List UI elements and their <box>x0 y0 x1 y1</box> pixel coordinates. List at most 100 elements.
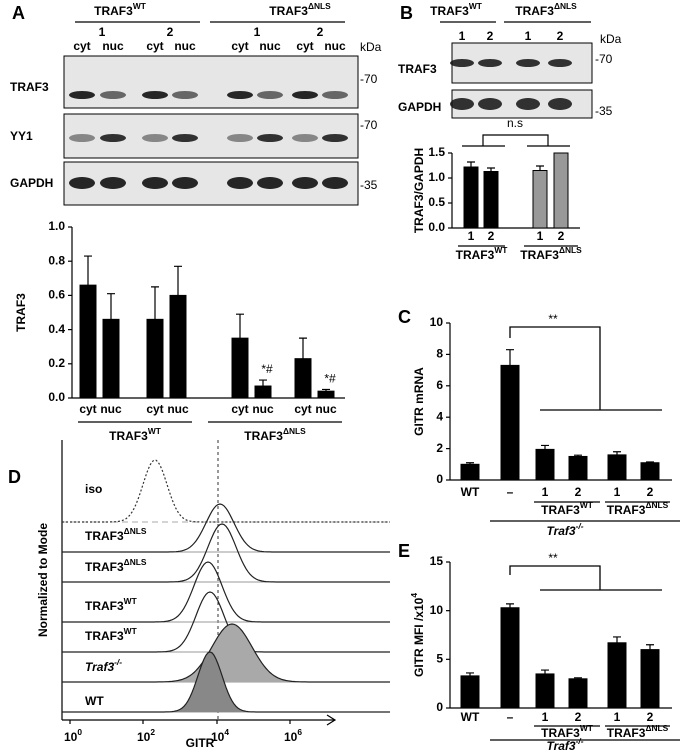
group-header-sup: ΔNLS <box>308 1 331 11</box>
band <box>69 177 95 189</box>
band <box>516 98 540 110</box>
group-label-text: TRAF3 <box>520 248 559 262</box>
y-tick-label: 0.0 <box>428 220 445 234</box>
lane-label: 2 <box>557 29 564 43</box>
y-tick-label: 8 <box>436 347 443 361</box>
band <box>257 134 283 142</box>
error-bar <box>259 379 267 387</box>
bar <box>102 318 120 399</box>
bar <box>317 390 335 399</box>
error-bar <box>506 349 514 366</box>
group-header-text: TRAF3 <box>269 4 308 18</box>
histogram-trace <box>62 651 390 713</box>
significance-bracket <box>509 326 662 411</box>
significance-label: ** <box>548 312 558 326</box>
trace-label: Traf3-/- <box>85 657 122 674</box>
error-bar <box>613 451 621 455</box>
band <box>142 177 168 189</box>
group-label: TRAF3WT <box>456 245 509 262</box>
x-tick-label: – <box>507 710 514 724</box>
bar <box>169 294 187 399</box>
bar <box>483 171 499 229</box>
group-header-text: TRAF3 <box>515 4 554 18</box>
x-tick-label: cyt <box>231 402 248 416</box>
y-axis-label: GITR mRNA <box>412 367 426 436</box>
bar <box>294 358 312 399</box>
y-tick-label: 15 <box>430 554 444 568</box>
y-tick-label: 0.5 <box>428 195 445 209</box>
error-bar <box>646 644 654 650</box>
group-label: TRAF3ΔNLS <box>520 245 582 262</box>
y-axis-label: GITR MFI /x104 <box>409 593 426 677</box>
x-tick-label-sup: 2 <box>150 727 155 737</box>
bar <box>79 284 97 399</box>
trace-label-text: Traf3 <box>85 660 114 674</box>
error-bar <box>574 677 582 679</box>
error-bar <box>236 313 244 339</box>
error-bar <box>299 337 307 359</box>
error-bar <box>174 265 182 296</box>
fraction-label: nuc <box>324 39 346 53</box>
band <box>478 59 502 67</box>
x-tick-label: nuc <box>167 402 189 416</box>
trace-label-text: TRAF3 <box>85 599 124 613</box>
y-axis-label: TRAF3/GAPDH <box>412 148 426 233</box>
trace-label: iso <box>85 482 102 496</box>
error-bar <box>84 255 92 286</box>
group-header: TRAF3ΔNLS <box>269 1 331 18</box>
unit-label: kDa <box>360 40 382 54</box>
band <box>322 91 348 99</box>
replicate-label: 2 <box>167 25 174 39</box>
genotype-label: Traf3-/- <box>546 521 583 538</box>
genotype-label-sup: -/- <box>576 521 584 531</box>
group-label: TRAF3ΔNLS <box>244 426 306 443</box>
trace-label: TRAF3ΔNLS <box>85 557 147 574</box>
panel-label: E <box>398 541 410 561</box>
x-tick-label: 2 <box>558 229 565 243</box>
x-tick-label: nuc <box>315 402 337 416</box>
row-label: GAPDH <box>10 176 53 190</box>
band <box>172 91 198 99</box>
band <box>292 91 318 99</box>
x-tick-label: cyt <box>294 402 311 416</box>
x-tick-label-sup: 6 <box>297 727 302 737</box>
fraction-label: cyt <box>296 39 313 53</box>
group-label: TRAF3WT <box>109 426 162 443</box>
error-bar <box>613 636 621 643</box>
group-header-sup: WT <box>133 1 147 11</box>
band <box>322 134 348 142</box>
y-tick-label: 0.2 <box>48 356 65 370</box>
error-bar <box>487 167 495 172</box>
marker-label: -70 <box>360 72 378 86</box>
band <box>548 59 572 67</box>
x-tick-label-sup: 0 <box>77 727 82 737</box>
band <box>450 59 474 67</box>
fraction-label: nuc <box>102 39 124 53</box>
bar <box>463 166 479 229</box>
marker-label: -70 <box>360 118 378 132</box>
panel-label: D <box>8 467 21 487</box>
error-bar <box>541 669 549 674</box>
bar <box>231 337 249 399</box>
x-tick-label: 104 <box>211 727 229 744</box>
group-label-text: TRAF3 <box>607 503 646 517</box>
x-tick-label-text: 10 <box>284 730 298 744</box>
x-tick-label: 1 <box>614 485 621 499</box>
y-tick-label: 2 <box>436 441 443 455</box>
band <box>292 134 318 142</box>
band <box>172 177 198 189</box>
group-label-text: TRAF3 <box>541 726 580 740</box>
y-tick-label: 6 <box>436 378 443 392</box>
group-label-sup: ΔNLS <box>283 426 306 436</box>
bar <box>568 678 588 709</box>
genotype-label: Traf3-/- <box>546 736 583 751</box>
panel-label: A <box>12 3 25 23</box>
row-label: TRAF3 <box>398 62 437 76</box>
trace-label-text: TRAF3 <box>85 560 124 574</box>
x-tick-label: 106 <box>284 727 302 744</box>
y-tick-label: 1.0 <box>428 170 445 184</box>
group-header-text: TRAF3 <box>94 4 133 18</box>
y-tick-label: 0.6 <box>48 288 65 302</box>
y-tick-label: 0 <box>436 700 443 714</box>
group-label: TRAF3WT <box>541 500 594 517</box>
